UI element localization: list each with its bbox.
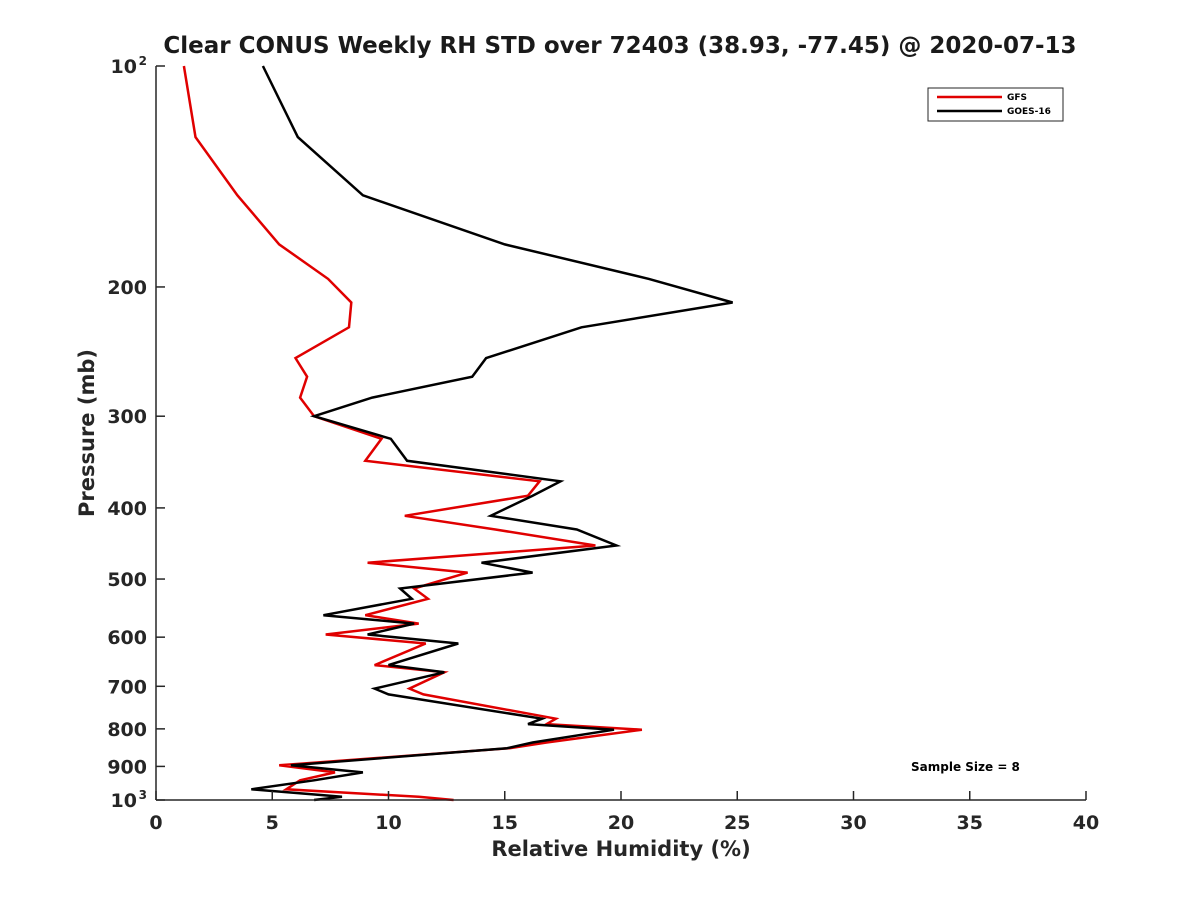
plot-frame-axes [156,66,1086,800]
x-tick-label: 0 [149,812,162,834]
y-axis-label: Pressure (mb) [75,349,99,517]
x-tick-label: 25 [724,812,750,834]
y-tick-exponent: 3 [139,788,147,802]
y-tick-exponent: 2 [139,54,147,68]
y-tick-label: 700 [107,676,147,698]
y-tick-label: 400 [107,498,147,520]
y-tick-label: 200 [107,277,147,299]
x-tick-label: 40 [1073,812,1099,834]
legend-label-gfs: GFS [1007,93,1027,103]
legend-box [927,87,1064,122]
x-tick-label: 5 [266,812,279,834]
y-tick-label: 10 [111,790,137,812]
series-line-gfs [182,65,643,802]
x-tick-label: 20 [608,812,634,834]
y-tick-label: 300 [107,406,147,428]
sample-size-annotation: Sample Size = 8 [911,760,1020,774]
legend-label-goes16: GOES-16 [1007,107,1051,117]
series-layer [182,65,733,802]
y-tick-label: 800 [107,719,147,741]
y-tick-label: 500 [107,569,147,591]
series-line-goes16 [251,65,733,802]
chart-title: Clear CONUS Weekly RH STD over 72403 (38… [163,33,1076,59]
x-tick-label: 35 [957,812,983,834]
x-tick-label: 30 [840,812,866,834]
x-tick-label: 10 [375,812,401,834]
y-tick-label: 600 [107,627,147,649]
x-tick-label: 15 [492,812,518,834]
y-tick-label: 900 [107,756,147,778]
legend: GFS GOES-16 [927,87,1064,122]
y-tick-label: 10 [111,56,137,78]
x-axis-label: Relative Humidity (%) [491,837,750,861]
x-ticks: 0 5 10 15 20 25 30 35 40 [149,791,1099,834]
